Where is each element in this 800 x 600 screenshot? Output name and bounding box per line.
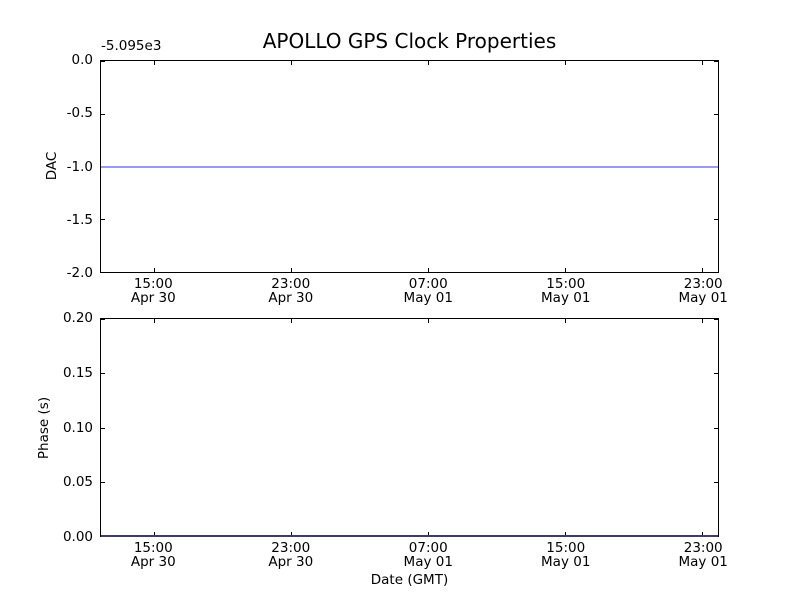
x-tick-mark	[565, 61, 567, 65]
y-tick-mark	[101, 319, 105, 320]
x-tick-label-date: May 01	[541, 554, 591, 570]
x-tick-mark	[702, 532, 704, 536]
x-tick-label: 23:00 Apr 30	[268, 541, 313, 569]
x-tick-label-date: Apr 30	[130, 290, 176, 306]
x-tick-mark	[428, 61, 430, 65]
x-tick-label: 23:00 May 01	[679, 541, 728, 569]
x-tick-label: 15:00 May 01	[541, 277, 590, 305]
chart-title: APOLLO GPS Clock Properties	[262, 29, 557, 53]
y-tick-mark	[101, 219, 105, 221]
x-tick-mark	[154, 61, 156, 65]
y-tick-mark	[714, 113, 718, 115]
x-tick-mark	[428, 319, 430, 323]
y-axis-offset-text: -5.095e3	[101, 38, 162, 54]
axes-top	[100, 60, 719, 273]
x-tick-label: 07:00 May 01	[404, 277, 453, 305]
y-tick-label: 0.0	[71, 52, 93, 68]
y-tick-mark	[101, 373, 105, 375]
y-tick-mark	[101, 113, 105, 115]
x-tick-label-time: 23:00	[683, 540, 723, 556]
x-tick-mark	[154, 319, 156, 323]
x-tick-mark	[154, 532, 156, 536]
x-tick-mark	[291, 61, 293, 65]
axes-bottom	[100, 318, 719, 537]
y-tick-mark	[714, 427, 718, 429]
x-tick-mark	[154, 268, 156, 272]
x-tick-label-time: 15:00	[133, 540, 173, 556]
x-tick-mark	[565, 532, 567, 536]
y-tick-label: -2.0	[66, 265, 93, 281]
y-tick-label: 0.20	[62, 310, 93, 326]
x-axis-label: Date (GMT)	[370, 572, 449, 588]
y-tick-mark	[714, 61, 718, 62]
y-tick-label: -1.5	[66, 211, 93, 228]
x-tick-label: 15:00 Apr 30	[131, 277, 176, 305]
x-tick-mark	[702, 61, 704, 65]
x-tick-label: 15:00 May 01	[541, 541, 590, 569]
x-tick-label-time: 15:00	[133, 276, 173, 292]
y-tick-label: 0.15	[62, 364, 93, 381]
y-tick-label: 0.00	[62, 529, 93, 545]
x-tick-label-time: 23:00	[271, 276, 311, 292]
x-tick-label-time: 07:00	[408, 276, 448, 292]
y-tick-mark	[714, 373, 718, 375]
series-line-dac	[101, 165, 718, 168]
x-tick-label-date: Apr 30	[130, 554, 176, 570]
x-tick-label-date: May 01	[403, 554, 453, 570]
x-tick-label-date: Apr 30	[268, 554, 314, 570]
x-tick-mark	[428, 268, 430, 272]
x-tick-mark	[291, 268, 293, 272]
x-tick-label: 23:00 May 01	[679, 277, 728, 305]
y-tick-mark	[101, 427, 105, 429]
x-tick-label-date: Apr 30	[268, 290, 314, 306]
y-tick-mark	[714, 481, 718, 483]
x-tick-label: 07:00 May 01	[404, 541, 453, 569]
x-tick-label-date: May 01	[403, 290, 453, 306]
x-tick-mark	[702, 319, 704, 323]
y-tick-label: 0.05	[62, 474, 93, 491]
x-tick-label-time: 15:00	[546, 276, 586, 292]
y-tick-mark	[714, 272, 718, 273]
x-tick-label-date: May 01	[678, 554, 728, 570]
x-tick-mark	[702, 268, 704, 272]
series-line-phase	[101, 535, 718, 537]
y-tick-mark	[101, 481, 105, 483]
x-tick-label: 15:00 Apr 30	[131, 541, 176, 569]
x-tick-mark	[291, 319, 293, 323]
x-tick-label: 23:00 Apr 30	[268, 277, 313, 305]
x-tick-label-time: 15:00	[546, 540, 586, 556]
y-tick-label: -0.5	[66, 105, 93, 122]
x-tick-label-time: 07:00	[408, 540, 448, 556]
x-tick-label-date: May 01	[678, 290, 728, 306]
y-tick-label: 0.10	[62, 419, 93, 436]
x-tick-label-time: 23:00	[271, 540, 311, 556]
y-tick-label: -1.0	[66, 158, 93, 175]
x-tick-label-time: 23:00	[683, 276, 723, 292]
x-tick-label-date: May 01	[541, 290, 591, 306]
y-tick-mark	[101, 61, 105, 62]
x-tick-mark	[565, 268, 567, 272]
x-tick-mark	[428, 532, 430, 536]
y-tick-mark	[101, 272, 105, 273]
y-tick-mark	[714, 319, 718, 320]
y-tick-mark	[714, 219, 718, 221]
x-tick-mark	[565, 319, 567, 323]
x-tick-mark	[291, 532, 293, 536]
